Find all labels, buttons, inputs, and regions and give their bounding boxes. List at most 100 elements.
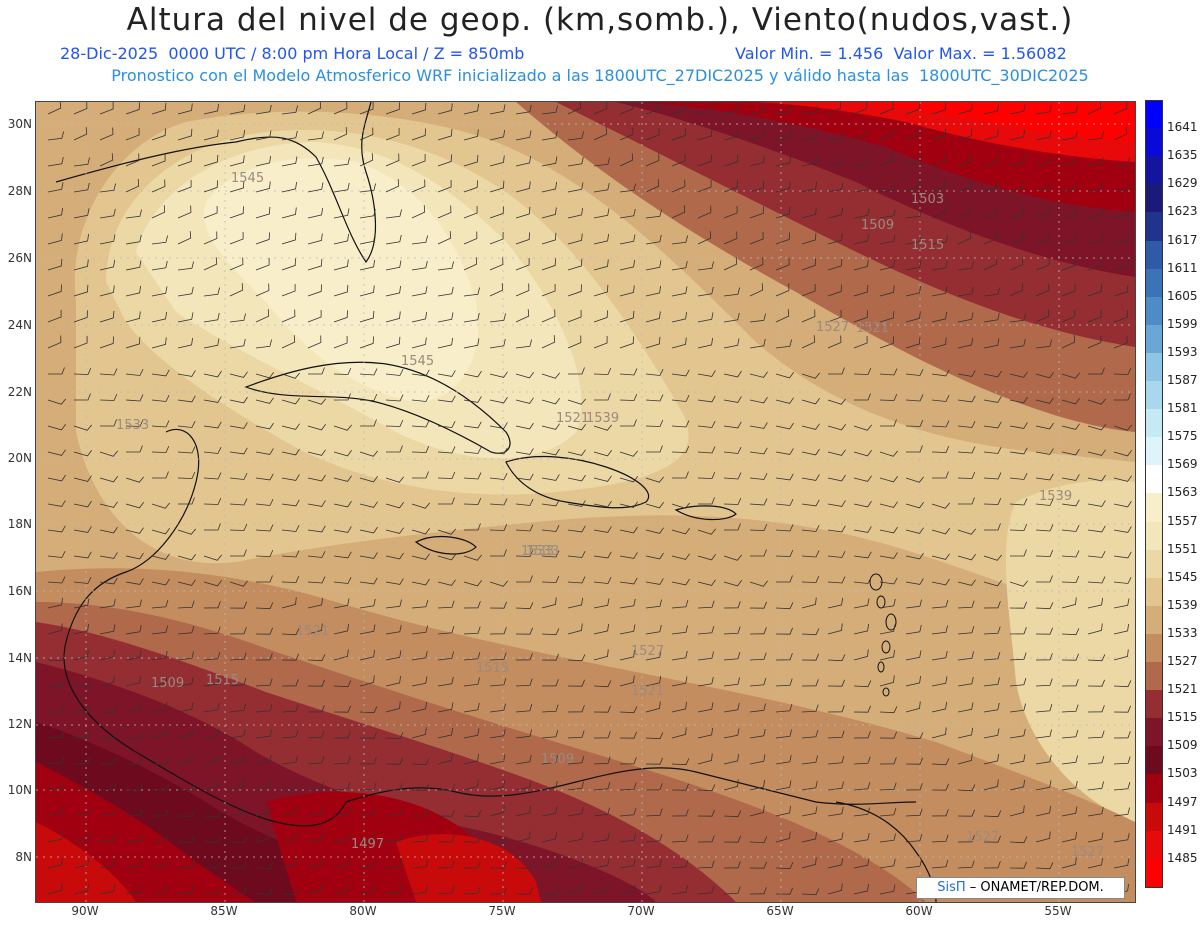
wind-barb xyxy=(99,102,114,115)
wind-barb xyxy=(619,884,636,895)
wind-barb xyxy=(73,450,93,457)
wind-barb xyxy=(879,552,898,559)
colorbar-label: 1611 xyxy=(1167,260,1198,275)
wind-barb xyxy=(957,809,975,817)
lat-label-30n: 30N xyxy=(7,117,32,131)
wind-barb xyxy=(463,810,482,818)
wind-barb xyxy=(463,779,479,791)
wind-barb xyxy=(515,258,530,271)
valid-time: 28-Dic-2025 0000 UTC / 8:00 pm Hora Loca… xyxy=(60,44,525,63)
wind-barb xyxy=(515,887,533,895)
wind-barb xyxy=(73,102,88,115)
wind-barb xyxy=(489,371,508,378)
wind-barb xyxy=(1087,335,1102,349)
wind-barb xyxy=(801,309,816,323)
wind-barb xyxy=(203,835,221,843)
wind-barb xyxy=(125,578,144,585)
wind-barb xyxy=(1061,156,1078,167)
wind-barb xyxy=(1035,258,1050,271)
wind-barb xyxy=(879,310,895,323)
wind-barb xyxy=(906,445,923,453)
colorbar-swatch xyxy=(1145,858,1163,889)
wind-barb xyxy=(411,286,428,297)
wind-barb xyxy=(905,599,922,609)
wind-barb xyxy=(931,154,946,167)
wind-barb xyxy=(438,497,455,505)
wind-barb xyxy=(1113,424,1133,431)
wind-barb xyxy=(385,783,403,791)
wind-barb xyxy=(385,884,402,895)
colorbar-swatch xyxy=(1145,156,1163,185)
wind-barb xyxy=(879,476,899,483)
wind-barb xyxy=(723,601,741,609)
colorbar-label: 1629 xyxy=(1167,176,1198,191)
wind-barb xyxy=(463,129,479,141)
wind-barb xyxy=(775,155,791,167)
wind-barb xyxy=(463,338,480,349)
wind-barb xyxy=(1009,836,1028,844)
wind-barb xyxy=(359,285,375,297)
wind-barb xyxy=(801,704,819,713)
wind-barb xyxy=(411,599,429,609)
wind-barb xyxy=(801,780,818,791)
wind-barb xyxy=(255,780,272,791)
wind-barb xyxy=(983,447,1002,454)
wind-barb xyxy=(515,339,532,349)
wind-barb xyxy=(905,394,924,402)
wind-barb xyxy=(1061,857,1077,869)
wind-barb xyxy=(464,523,481,531)
wind-barb xyxy=(567,233,583,245)
wind-barb xyxy=(333,182,350,193)
wind-barb xyxy=(307,597,323,609)
wind-barb xyxy=(256,575,273,583)
wind-barb xyxy=(697,128,713,141)
wind-barb xyxy=(593,731,611,739)
wind-barb xyxy=(1061,704,1079,713)
wind-barb xyxy=(827,258,843,271)
wind-barb xyxy=(1009,447,1028,455)
colorbar-swatch xyxy=(1145,409,1163,438)
wind-barb xyxy=(749,206,764,219)
wind-barb xyxy=(723,886,741,895)
wind-barb xyxy=(671,260,688,271)
wind-barb xyxy=(775,729,792,739)
contour-label: 1509 xyxy=(861,218,894,233)
wind-barb xyxy=(1009,104,1026,115)
wind-barb xyxy=(1061,729,1079,739)
colorbar-swatch xyxy=(1145,774,1163,803)
wind-barb xyxy=(281,653,299,661)
wind-barb xyxy=(1009,861,1027,869)
wind-barb xyxy=(489,652,507,661)
wind-barb xyxy=(229,498,248,506)
wind-barb xyxy=(619,208,636,219)
wind-barb xyxy=(489,104,506,115)
wind-barb xyxy=(203,312,220,323)
wind-barb xyxy=(593,284,609,297)
wind-barb xyxy=(437,753,453,765)
wind-barb xyxy=(99,393,118,401)
wind-barb xyxy=(801,653,819,661)
wind-barb xyxy=(645,260,662,271)
wind-barb xyxy=(671,859,689,869)
wind-barb xyxy=(879,153,894,167)
wind-barb xyxy=(255,729,272,739)
wind-barb xyxy=(125,624,142,635)
wind-barb xyxy=(1113,157,1130,167)
wind-barb xyxy=(749,257,764,271)
wind-barb xyxy=(775,372,795,379)
wind-barb xyxy=(437,103,453,115)
wind-barb xyxy=(489,754,506,765)
wind-barb xyxy=(879,336,894,349)
wind-barb xyxy=(437,702,454,713)
wind-barb xyxy=(437,205,452,219)
wind-barb xyxy=(853,310,868,323)
wind-barb xyxy=(203,231,218,245)
colorbar-label: 1503 xyxy=(1167,766,1198,781)
wind-barbs xyxy=(47,102,1133,896)
wind-barb xyxy=(957,579,976,586)
wind-barb xyxy=(1113,450,1133,457)
wind-barb xyxy=(827,310,842,323)
wind-barb xyxy=(281,156,298,167)
wind-barb xyxy=(749,887,767,895)
wind-barb xyxy=(281,181,297,193)
